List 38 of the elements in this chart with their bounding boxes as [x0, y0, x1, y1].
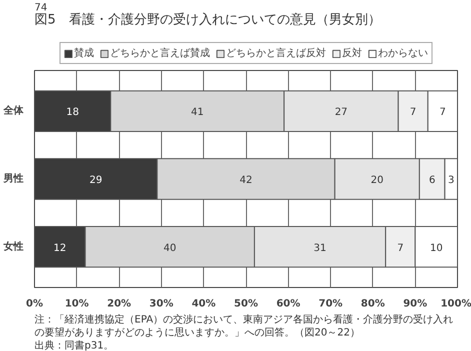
x-tick-label: 10%: [64, 298, 89, 310]
text: 注：「経済連携協定（EPA）の交渉において、東南アジア各国から看護・介護分野の受け入れの要望がありますがどのように思いますか。」への回答。（図20～22）: [34, 314, 454, 338]
text: 74: [34, 2, 48, 14]
data-label: 29: [89, 175, 102, 186]
legend-label: どちらかと言えば賛成: [110, 46, 210, 60]
legend-label: 賛成: [74, 46, 94, 60]
data-label: 31: [314, 242, 326, 254]
legend-label: 反対: [342, 46, 362, 60]
data-label: 7: [397, 242, 404, 254]
y-tick-label: 女性: [2, 240, 24, 252]
data-label: 3: [448, 175, 454, 186]
data-label: 7: [410, 107, 416, 118]
x-tick-label: 0%: [26, 298, 43, 310]
x-tick-label: 90%: [403, 298, 428, 310]
data-label: 18: [66, 107, 79, 118]
x-tick-label: 40%: [192, 298, 216, 310]
x-tick-label: 20%: [107, 298, 132, 310]
x-tick-label: 60%: [276, 298, 300, 310]
chart-title: 図5 看護・介護分野の受け入れについての意見（男女別）: [34, 12, 381, 28]
x-tick-label: 80%: [360, 298, 385, 310]
y-tick-label: 男性: [2, 172, 24, 184]
data-label: 41: [190, 107, 204, 118]
data-label: 6: [428, 175, 436, 186]
legend-label: どちらかと言えば反対: [226, 46, 326, 60]
data-label: 27: [334, 107, 348, 118]
data-label: 10: [430, 242, 443, 254]
x-tick-label: 30%: [149, 298, 174, 310]
source-note: 出典：同書p31。: [34, 340, 114, 351]
data-label: 42: [240, 175, 252, 186]
x-tick-label: 70%: [318, 298, 343, 310]
data-label: 12: [54, 242, 66, 254]
legend-label: わからない: [378, 47, 428, 60]
data-label: 40: [164, 242, 176, 254]
data-label: 20: [370, 175, 384, 186]
x-tick-label: 100%: [440, 298, 471, 310]
y-tick-label: 全体: [2, 104, 24, 117]
x-tick-label: 50%: [234, 298, 258, 310]
data-label: 7: [440, 107, 446, 118]
